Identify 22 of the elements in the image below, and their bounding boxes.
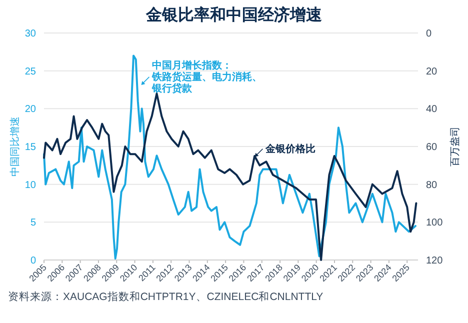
y-tick-label: 5 [30,218,36,229]
line-series [43,92,418,261]
y-tick-label: 30 [24,28,36,40]
y2-tick-label: 80 [426,180,438,191]
y-tick-label: 10 [24,180,36,191]
y2-tick-label: 60 [426,142,438,153]
annotation: 中国月增长指数：铁路货运量、电力消耗、银行贷款 [151,59,262,94]
y-tick-label: 15 [24,142,36,153]
y2-axis-title: 百万盎司 [449,126,461,166]
y2-tick-label: 20 [426,66,438,78]
y-tick-label: 0 [30,256,36,266]
y2-tick-label: 0 [426,28,432,40]
annotation: 金银价格比 [264,142,316,155]
y2-tick-label: 120 [426,256,444,266]
y-axis-title: 中国同比增速 [9,116,21,176]
chart-title: 金银比率和中国经济增速 [145,5,323,24]
line-series [43,54,416,260]
y2-tick-label: 40 [426,104,438,116]
y-tick-label: 25 [24,66,36,78]
text: 资料来源：XAUCAG指数和CHTPTR1Y、CZINELEC和CNLNTTLY [8,290,324,303]
y2-tick-label: 100 [426,218,444,229]
y-tick-label: 20 [24,104,36,116]
